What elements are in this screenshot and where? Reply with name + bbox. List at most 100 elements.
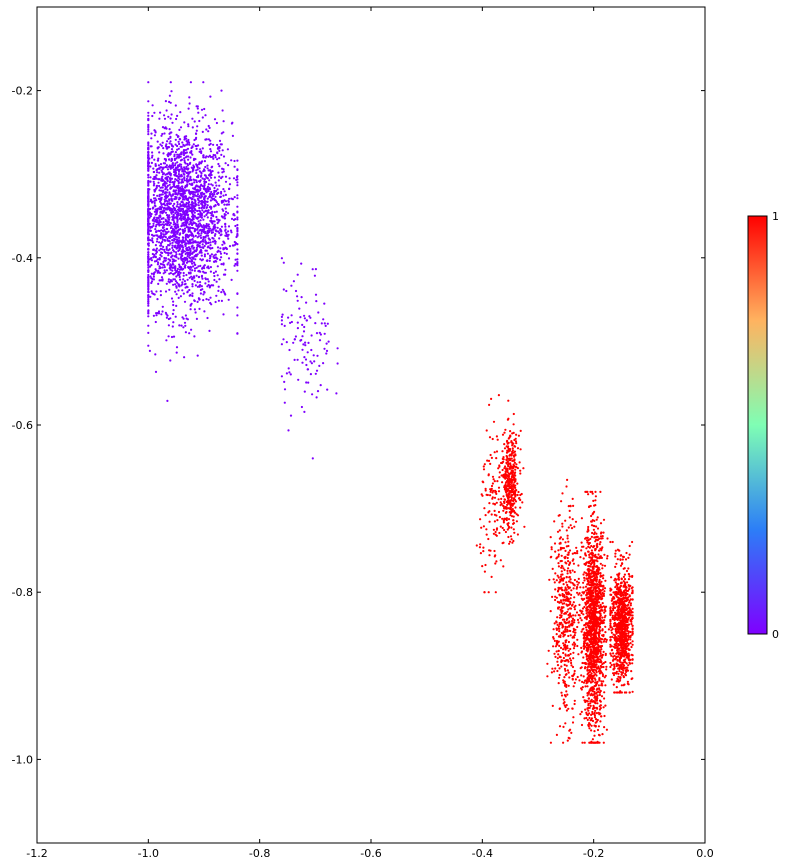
data-point [183,170,186,173]
data-point [183,167,186,171]
data-point [182,271,185,275]
data-point [500,502,503,506]
data-point [183,356,186,359]
data-point [216,222,219,225]
data-point [571,721,575,724]
data-point [590,549,594,552]
data-point [218,157,221,160]
data-point [553,639,557,643]
data-point [512,431,515,434]
data-point [565,683,568,687]
data-point [183,227,187,230]
data-point [207,245,210,248]
data-point [208,329,211,332]
data-point [236,159,239,162]
data-point [491,437,494,441]
data-point [187,246,191,249]
data-point [585,618,588,621]
data-point [514,445,517,448]
data-point [598,688,601,691]
data-point [502,521,505,524]
data-point [147,176,150,179]
data-point [582,557,585,560]
data-point [564,669,567,672]
data-point [515,520,519,523]
data-point [518,461,521,464]
data-point [560,610,563,613]
data-point [230,231,233,234]
data-point [182,261,185,264]
data-point [505,518,508,522]
data-point [151,104,154,107]
data-point [155,269,158,272]
data-point [154,131,157,134]
data-point [487,591,490,594]
data-point [573,702,576,706]
data-point [567,540,570,543]
data-point [298,307,301,310]
data-point [206,266,209,269]
data-point [587,550,590,553]
data-point [162,233,165,236]
data-point [488,436,492,439]
data-point [191,238,194,241]
data-point [515,433,518,436]
data-point [588,553,591,557]
data-point [169,252,172,255]
data-point [158,229,161,233]
data-point [168,100,171,103]
data-point [174,255,177,258]
data-point [212,153,215,157]
data-point [208,257,212,260]
data-point [161,167,164,170]
data-point [184,259,187,262]
data-point [167,244,170,247]
data-point [174,162,177,165]
data-point [161,141,164,144]
data-point [158,241,161,244]
data-point [568,625,571,628]
data-point [148,212,151,215]
data-point [566,659,569,662]
data-point [147,276,150,279]
data-point [490,397,493,400]
data-point [558,667,561,670]
data-point [213,274,216,278]
data-point [176,219,179,222]
data-point [147,257,150,260]
data-point [182,230,185,233]
data-point [177,229,180,232]
data-point [183,173,186,176]
data-point [175,275,178,278]
data-point [604,631,607,634]
data-point [200,216,203,219]
data-point [562,618,566,621]
data-point [209,254,212,257]
data-point [195,136,198,139]
data-point [505,489,508,492]
data-point [219,247,222,250]
data-point [186,214,189,217]
data-point [493,496,497,499]
data-point [220,291,223,294]
data-point [195,171,198,175]
data-point [236,181,239,184]
data-point [174,151,177,154]
data-point [595,651,598,655]
data-point [555,733,559,737]
data-point [491,482,494,485]
data-point [185,179,188,182]
data-point [568,620,571,623]
data-point [589,704,592,708]
data-point [594,681,597,684]
data-point [188,256,191,259]
data-point [199,281,202,284]
data-point [586,490,589,493]
data-point [203,182,206,185]
data-point [165,164,168,167]
data-point [563,701,566,704]
data-point [201,203,204,206]
data-point [150,259,153,262]
data-point [157,157,160,160]
data-point [585,591,589,595]
